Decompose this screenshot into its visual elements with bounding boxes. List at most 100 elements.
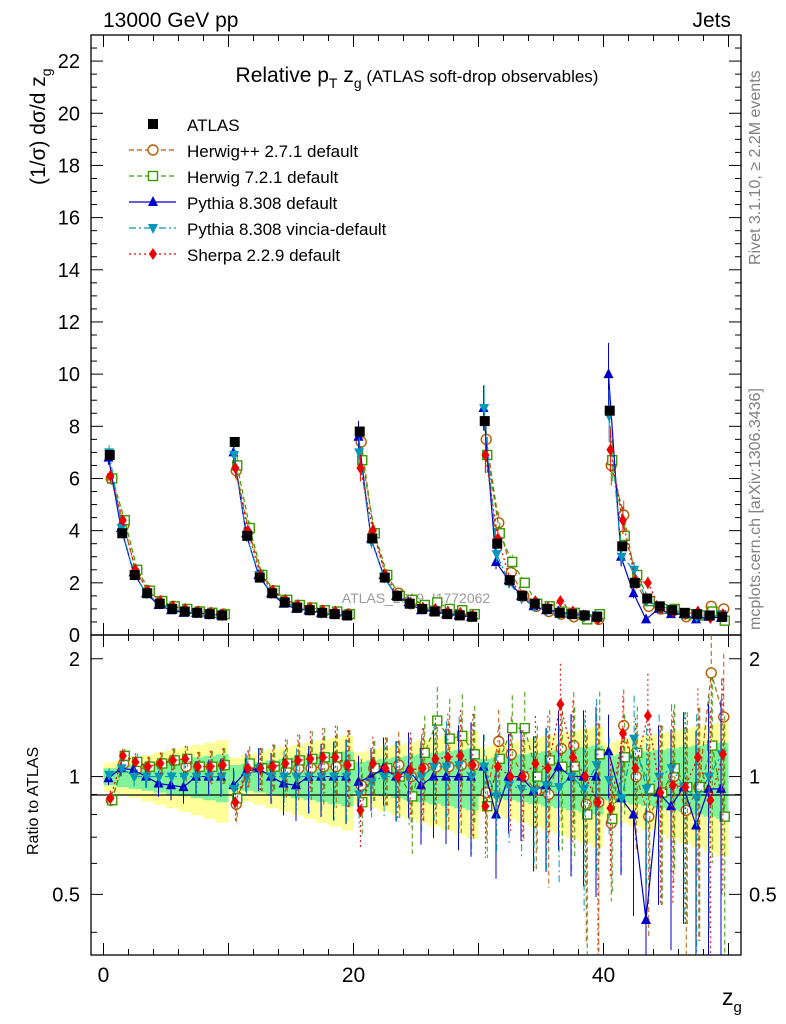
ratio-point (666, 764, 677, 775)
title-main: Relative p (236, 64, 329, 87)
ratio-point (569, 761, 580, 772)
x-axis-label-sub: g (734, 999, 742, 1016)
ratio-point (529, 786, 540, 797)
atlas-data-point (429, 606, 440, 617)
ratio-point (118, 749, 127, 762)
ratio-point (691, 819, 701, 830)
ratio-point (707, 740, 718, 751)
data-point (356, 462, 365, 475)
ratio-point (406, 763, 415, 776)
ratio-point (493, 735, 505, 748)
ratio-point (419, 747, 430, 759)
ratio-tick-label-left: 2 (69, 649, 80, 671)
legend-label: Sherpa 2.2.9 default (187, 246, 340, 265)
ratio-point (703, 782, 714, 793)
ratio-point (129, 772, 140, 783)
ratio-point (643, 810, 655, 823)
ratio-point (416, 772, 427, 783)
y-tick-label: 6 (69, 468, 80, 490)
atlas-data-point (392, 590, 403, 601)
uncertainty-band-inner (716, 742, 729, 819)
ratio-point (581, 770, 590, 783)
ratio-point (216, 772, 227, 783)
uncertainty-band-inner (228, 765, 241, 789)
title-sub-g: g (354, 75, 362, 91)
chart-title: Relative pT zg (ATLAS soft-drop observab… (236, 64, 599, 91)
ratio-point (193, 760, 202, 773)
series-line (107, 374, 722, 621)
data-point (231, 462, 240, 475)
x-tick-label: 20 (342, 964, 365, 987)
legend-label: Pythia 8.308 default (187, 194, 338, 213)
ratio-point (616, 794, 627, 805)
data-point (481, 449, 490, 461)
y-tick-label: 8 (69, 416, 80, 438)
atlas-series-group (104, 405, 728, 622)
ratio-point (491, 792, 502, 803)
ratio-point (241, 772, 252, 783)
data-point (629, 565, 640, 576)
ratio-point (368, 757, 377, 770)
ratio-point (354, 790, 365, 801)
ratio-point (568, 739, 580, 752)
rivet-label: Rivet 3.1.10, ≥ 2.2M events (747, 70, 764, 265)
ratio-point (404, 772, 415, 783)
atlas-data-point (279, 597, 290, 608)
ratio-point (481, 800, 490, 813)
ratio-point (591, 761, 602, 772)
data-point (616, 552, 627, 563)
ratio-point (681, 781, 690, 794)
title-sub-t: T (329, 75, 338, 91)
atlas-data-point (129, 570, 140, 580)
atlas-data-point (567, 609, 578, 620)
ratio-point (505, 748, 517, 760)
ratio-tick-label-left: 1 (69, 767, 80, 789)
ratio-point (504, 781, 515, 792)
series-line (108, 407, 722, 618)
ratio-point (305, 762, 317, 774)
ratio-point (131, 755, 140, 768)
ratio-series-group (106, 663, 727, 955)
ratio-tick-label-left: 0.5 (52, 884, 80, 906)
atlas-data-point (629, 577, 640, 588)
y-tick-label: 10 (58, 364, 80, 386)
y-tick-label: 0 (69, 625, 80, 647)
ratio-point (356, 804, 365, 817)
ratio-point (353, 775, 364, 786)
data-point (606, 443, 615, 456)
atlas-data-point (454, 610, 465, 621)
ratio-point (431, 752, 440, 765)
ratio-point (329, 772, 340, 783)
ratio-point (668, 779, 677, 792)
ratio-point (393, 759, 405, 771)
ratio-point (154, 772, 165, 783)
ratio-point (719, 811, 730, 822)
atlas-data-point (192, 607, 203, 618)
atlas-data-point (654, 601, 665, 612)
ratio-point (606, 802, 615, 815)
x-tick-label: 0 (98, 964, 110, 987)
ratio-point (629, 734, 640, 745)
series-line (111, 454, 726, 622)
ratio-point (441, 770, 451, 781)
ratio-tick-label-right: 2 (749, 649, 760, 671)
atlas-data-point (617, 541, 628, 552)
ratio-point (243, 762, 252, 775)
ratio-point (116, 764, 127, 775)
atlas-data-point (354, 426, 365, 437)
ratio-point (256, 762, 265, 775)
title-rest: (ATLAS soft-drop observables) (362, 67, 599, 86)
ratio-point (166, 779, 176, 790)
ratio-point (318, 760, 330, 773)
atlas-data-point (492, 538, 503, 549)
ratio-point (279, 772, 290, 783)
data-point (603, 368, 614, 379)
ratio-point (318, 751, 327, 764)
ratio-point (418, 762, 427, 775)
ratio-point (416, 779, 426, 790)
ratio-point (544, 755, 555, 766)
energy-label: 13000 GeV pp (103, 9, 238, 32)
ratio-point (591, 770, 601, 781)
atlas-data-point (529, 598, 540, 609)
ratio-point (531, 757, 540, 770)
